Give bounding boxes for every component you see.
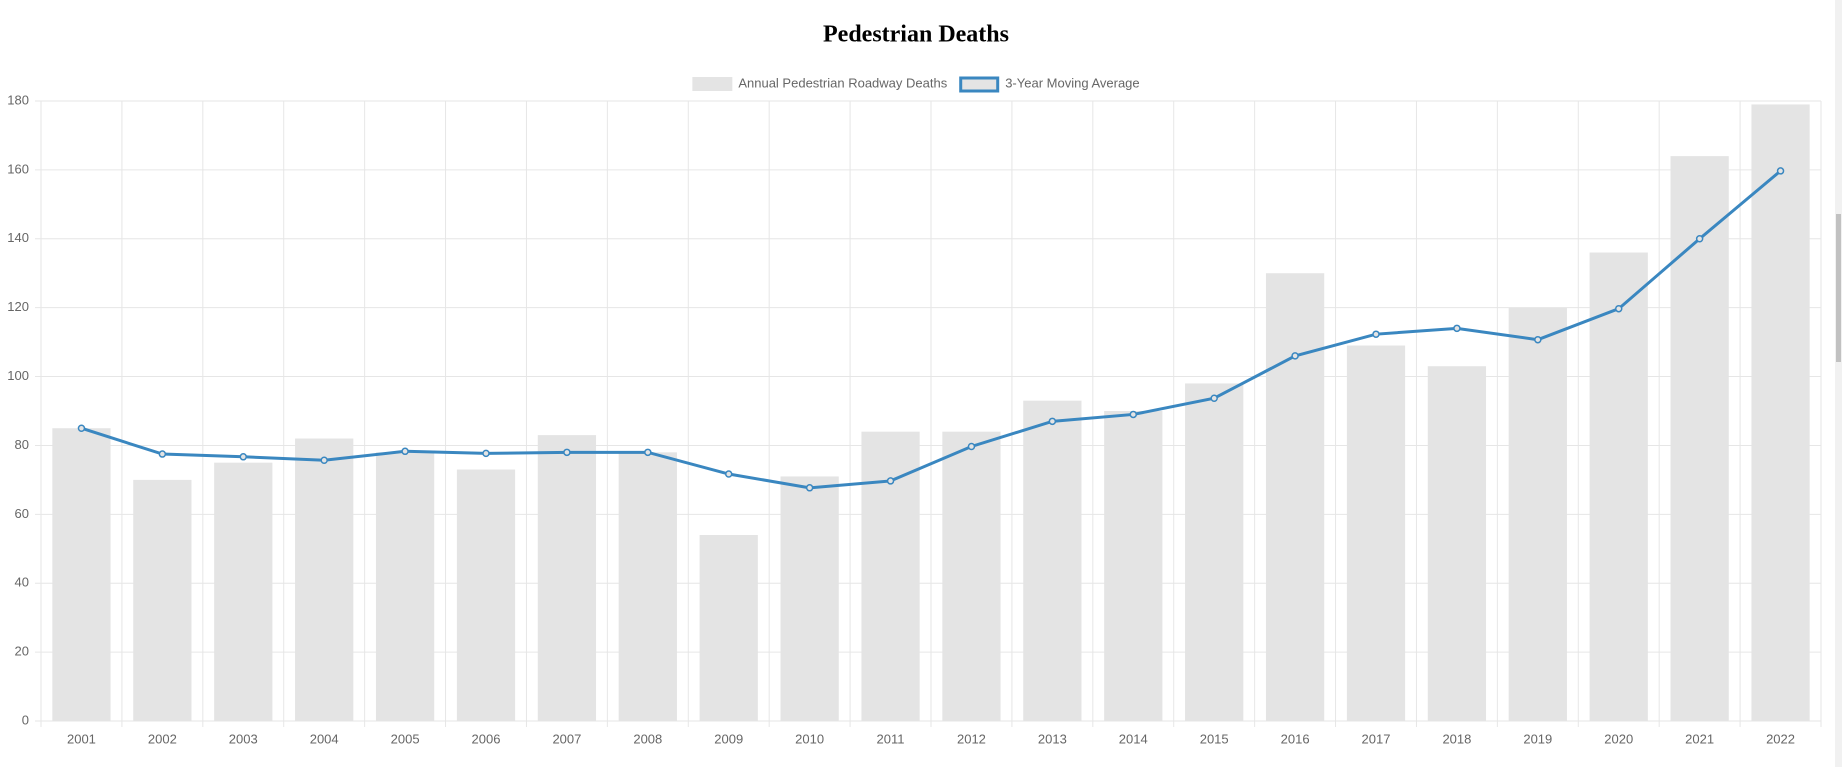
bar xyxy=(1427,366,1487,721)
legend-swatch xyxy=(959,76,1000,93)
x-tick-label: 2021 xyxy=(1685,731,1714,746)
x-tick-label: 2006 xyxy=(472,731,501,746)
point xyxy=(1129,410,1138,419)
y-tick-label: 160 xyxy=(7,161,29,176)
point xyxy=(1291,352,1299,360)
point xyxy=(482,449,490,458)
legend-label: Annual Pedestrian Roadway Deaths xyxy=(738,75,947,90)
x-tick-label: 2002 xyxy=(148,731,177,746)
point xyxy=(239,453,248,461)
bar xyxy=(1508,307,1567,721)
y-tick-label: 40 xyxy=(15,575,29,590)
x-tick-label: 2019 xyxy=(1523,731,1552,746)
point xyxy=(1453,324,1461,333)
point xyxy=(563,448,571,457)
x-tick-label: 2015 xyxy=(1200,731,1229,746)
y-tick-label: 80 xyxy=(15,437,29,452)
bar xyxy=(942,431,1001,721)
y-tick-label: 60 xyxy=(15,506,29,521)
y-tick-label: 180 xyxy=(7,92,29,107)
point xyxy=(967,442,976,451)
bar xyxy=(699,535,758,721)
x-tick-label: 2020 xyxy=(1604,731,1633,746)
point xyxy=(320,456,328,465)
bar xyxy=(214,462,273,721)
x-tick-label: 2008 xyxy=(633,731,662,746)
bar xyxy=(1265,273,1325,721)
point xyxy=(77,424,86,432)
x-tick-label: 2017 xyxy=(1362,731,1391,746)
x-tick-label: 2018 xyxy=(1442,731,1471,746)
y-tick-label: 0 xyxy=(22,712,29,727)
x-tick-label: 2009 xyxy=(714,731,743,746)
bar xyxy=(537,435,597,721)
x-tick-label: 2005 xyxy=(391,731,420,746)
x-tick-label: 2014 xyxy=(1119,731,1148,746)
point xyxy=(401,447,409,456)
point xyxy=(1210,394,1218,403)
bar xyxy=(295,438,354,721)
legend-swatch xyxy=(692,77,733,91)
x-tick-label: 2016 xyxy=(1281,731,1310,746)
point xyxy=(1534,335,1542,344)
line xyxy=(80,169,1782,490)
point xyxy=(1695,235,1704,243)
point xyxy=(805,484,814,492)
y-tick-label: 20 xyxy=(15,644,29,659)
y-tick-label: 120 xyxy=(7,299,29,314)
point xyxy=(1048,417,1057,426)
bar xyxy=(861,431,920,721)
bar xyxy=(1023,400,1082,721)
bar xyxy=(1346,345,1406,721)
bar xyxy=(133,479,192,721)
y-tick-label: 140 xyxy=(7,230,29,245)
x-tick-label: 2004 xyxy=(310,731,339,746)
bar xyxy=(780,476,839,721)
y-tick-label: 100 xyxy=(7,368,29,383)
x-tick-label: 2013 xyxy=(1038,731,1067,746)
x-tick-label: 2012 xyxy=(957,731,986,746)
bar xyxy=(456,469,516,721)
point xyxy=(886,477,895,485)
scrollbar-track xyxy=(1835,0,1842,767)
bar xyxy=(1104,411,1163,721)
bar xyxy=(1185,383,1244,721)
bar xyxy=(375,452,435,721)
point xyxy=(1614,304,1623,313)
point xyxy=(1776,167,1785,175)
x-tick-label: 2010 xyxy=(795,731,824,746)
x-tick-label: 2022 xyxy=(1766,731,1795,746)
point xyxy=(644,448,652,457)
point xyxy=(158,450,167,458)
bar xyxy=(1670,156,1729,722)
x-tick-label: 2003 xyxy=(229,731,258,746)
chart-title: Pedestrian Deaths xyxy=(823,22,1009,48)
scrollbar-thumb[interactable] xyxy=(1836,214,1841,362)
point xyxy=(724,470,733,478)
point xyxy=(1372,330,1380,338)
legend-label: 3-Year Moving Average xyxy=(1005,75,1139,90)
x-tick-label: 2007 xyxy=(552,731,581,746)
bar xyxy=(52,428,111,721)
bar xyxy=(618,452,677,721)
x-tick-label: 2011 xyxy=(877,731,905,746)
bar xyxy=(1751,104,1810,721)
bar xyxy=(1589,252,1648,722)
x-tick-label: 2001 xyxy=(67,731,96,746)
